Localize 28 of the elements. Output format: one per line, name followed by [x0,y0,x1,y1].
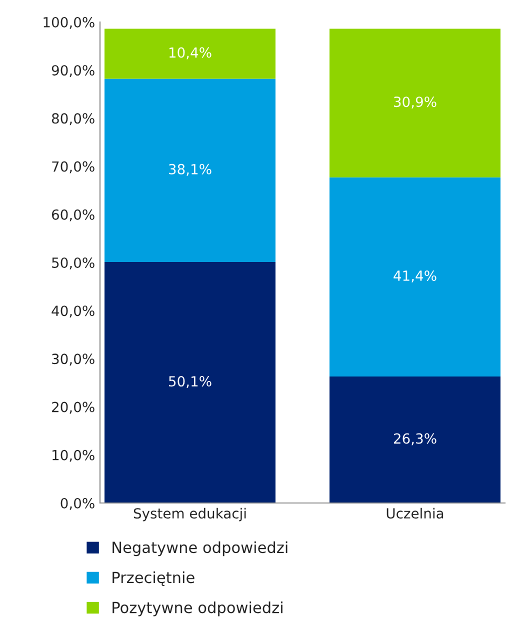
data-label: 41,4% [394,270,436,282]
legend-label: Przeciętnie [112,571,194,586]
bar [330,177,500,376]
y-tick-label: 30,0% [52,354,94,366]
bar [330,28,500,178]
data-label: 10,4% [169,47,212,60]
legend-label: Negatywne odpowiedzi [112,541,288,556]
bar [104,28,276,79]
y-tick-label: 20,0% [52,402,94,414]
data-label: 26,3% [394,433,436,446]
x-tick-label: Uczelnia [386,508,444,519]
x-tick-label: System edukacji [134,508,246,522]
y-tick-label: 90,0% [52,65,94,77]
data-label: 50,1% [169,376,212,388]
y-tick-label: 40,0% [52,306,94,318]
data-label: 38,1% [169,164,212,176]
y-tick-label: 80,0% [52,113,94,126]
y-tick-label: 10,0% [52,450,94,462]
legend-label: Pozytywne odpowiedzi [112,601,282,616]
data-label: 30,9% [394,96,436,108]
y-tick-label: 70,0% [52,161,94,174]
y-tick-label: 60,0% [52,209,94,222]
bar [330,376,500,503]
y-tick-label: 100,0% [44,16,94,29]
bar [104,262,276,503]
bar [104,78,276,262]
y-tick-label: 0,0% [60,498,94,510]
y-tick-label: 50,0% [52,257,94,270]
